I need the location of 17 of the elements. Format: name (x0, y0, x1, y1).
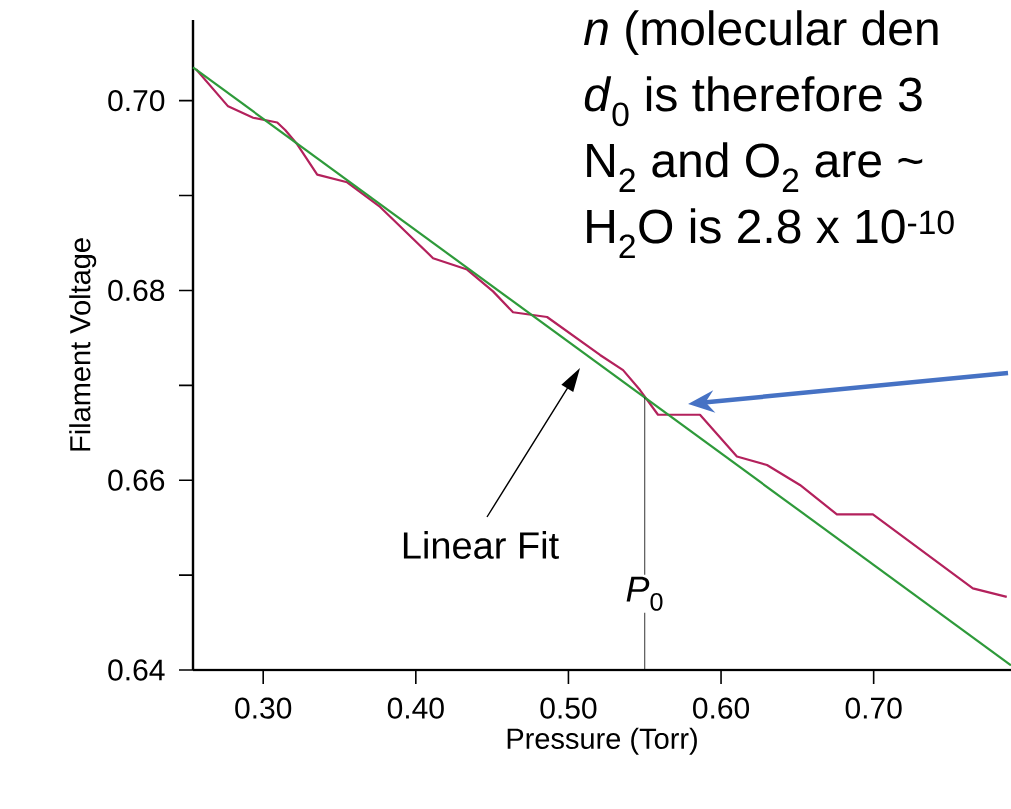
x-tick-label: 0.70 (845, 697, 902, 719)
ref-line-label: P$_{0}$ (626, 576, 663, 611)
x-axis-title: Pressure (Torr) (507, 727, 697, 755)
x-tick-label: 0.60 (693, 697, 750, 719)
annotation: d$_{0}$ is therefore 3 (584, 76, 922, 127)
y-tick-label: 0.64 (108, 659, 165, 681)
annotation: Linear Fit (403, 531, 559, 559)
y-tick-label: 0.66 (108, 469, 165, 491)
x-tick-label: 0.50 (540, 697, 597, 719)
annotation: N$_{2}$ and O$_{2}$ are ~ (587, 142, 923, 192)
annotation: n (molecular den (584, 10, 938, 55)
x-tick-label: 0.40 (387, 697, 444, 719)
x-tick-label: 0.30 (235, 697, 292, 719)
y-tick-label: 0.70 (108, 90, 165, 112)
y-tick-label: 0.68 (108, 279, 165, 302)
y-axis-title: Filament Voltage (69, 238, 97, 451)
annotation: H$_{2}$O is 2.8 x 10$^{-10}$ (587, 208, 954, 258)
